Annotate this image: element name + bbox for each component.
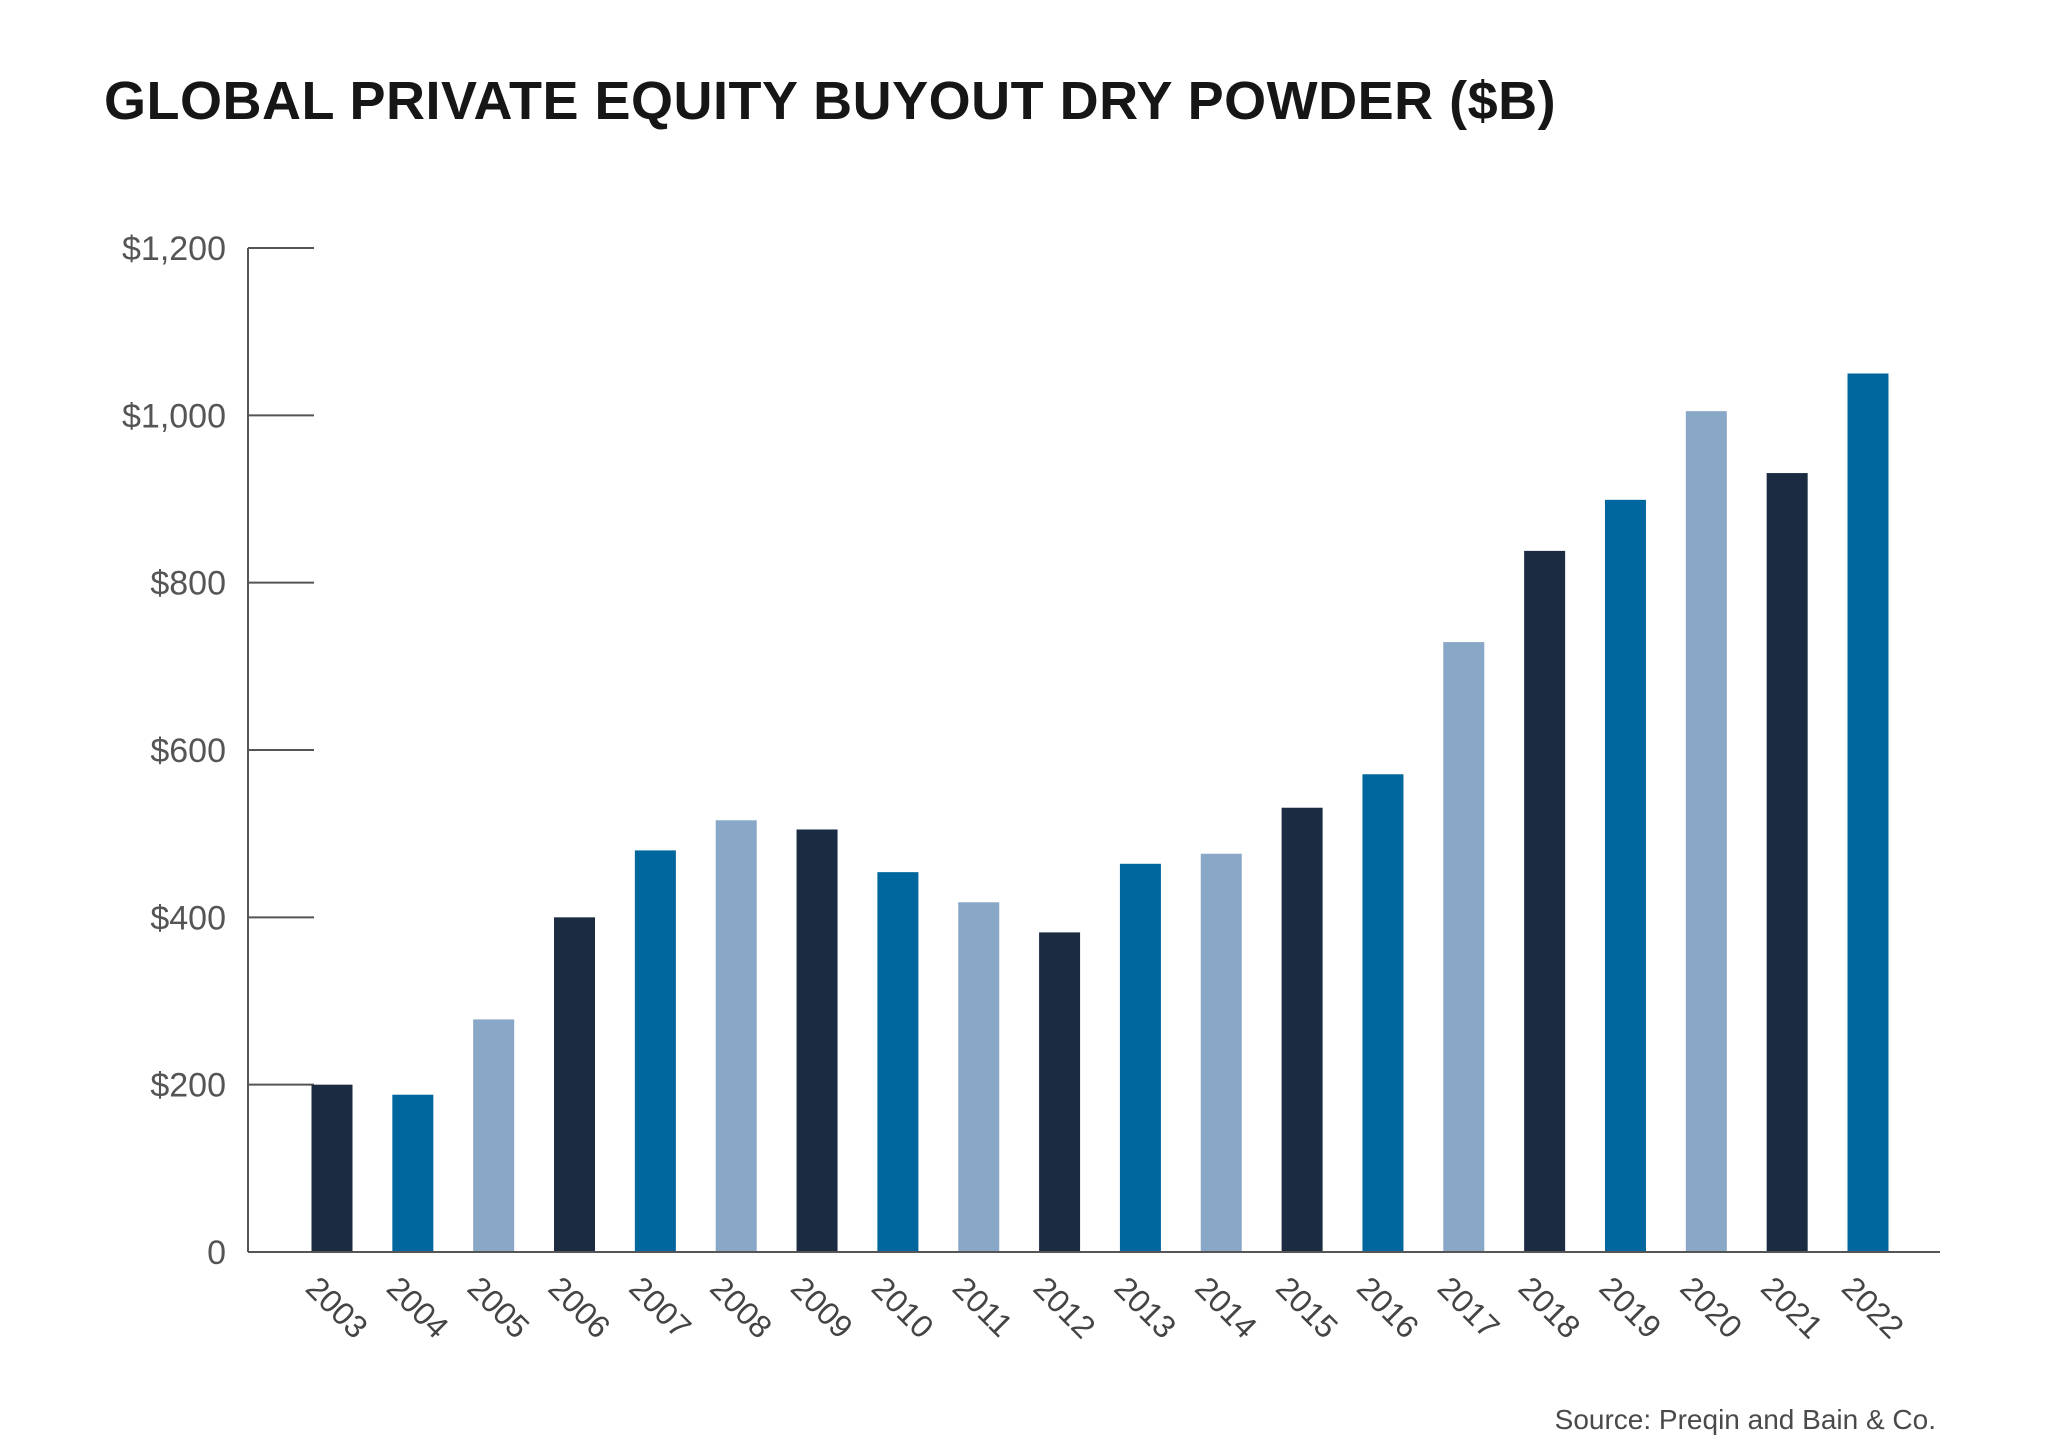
x-tick-label: 2014 <box>1188 1269 1264 1345</box>
bar-2008 <box>715 820 757 1252</box>
x-tick-label: 2006 <box>542 1269 618 1345</box>
x-tick-label: 2005 <box>461 1269 537 1345</box>
bar-2005 <box>473 1019 515 1252</box>
bar-2007 <box>634 850 676 1252</box>
bar-2010 <box>877 872 919 1252</box>
x-tick-label: 2020 <box>1673 1269 1749 1345</box>
x-tick-label: 2013 <box>1107 1269 1183 1345</box>
bar-2012 <box>1039 932 1081 1252</box>
bar-2003 <box>311 1084 353 1252</box>
y-axis: 0 $200 $400 $600 $800 $1,000 $1,200 <box>122 230 314 1272</box>
chart-title: GLOBAL PRIVATE EQUITY BUYOUT DRY POWDER … <box>104 71 1557 131</box>
x-tick-label: 2007 <box>622 1269 698 1345</box>
bar-2016 <box>1362 774 1404 1252</box>
x-tick-label: 2010 <box>865 1269 941 1345</box>
x-tick-label: 2018 <box>1512 1269 1588 1345</box>
x-tick-label: 2022 <box>1835 1269 1911 1345</box>
x-tick-label: 2003 <box>299 1269 375 1345</box>
bar-2015 <box>1281 807 1323 1252</box>
x-tick-label: 2011 <box>946 1269 1020 1343</box>
bar-2011 <box>958 902 1000 1252</box>
x-tick-label: 2016 <box>1350 1269 1426 1345</box>
y-tick-label: 0 <box>207 1234 226 1272</box>
x-tick-label: 2021 <box>1754 1269 1830 1345</box>
y-tick-label: $600 <box>150 732 226 770</box>
x-tick-label: 2019 <box>1593 1269 1669 1345</box>
bar-2019 <box>1604 499 1646 1252</box>
y-tick-label: $1,200 <box>122 230 226 268</box>
bars <box>311 373 1889 1252</box>
bar-2004 <box>392 1094 434 1252</box>
bar-2021 <box>1766 473 1808 1252</box>
x-tick-label: 2009 <box>784 1269 860 1345</box>
x-tick-label: 2008 <box>703 1269 779 1345</box>
bar-2014 <box>1200 853 1242 1252</box>
bar-2017 <box>1443 642 1485 1252</box>
x-tick-label: 2017 <box>1431 1269 1507 1345</box>
x-tick-label: 2015 <box>1269 1269 1345 1345</box>
bar-2013 <box>1119 863 1161 1252</box>
y-tick-label: $400 <box>150 899 226 937</box>
x-axis: 2003 2004 2005 2006 2007 2008 2009 2010 2011 2012… <box>248 1251 1940 1345</box>
source-note: Source: Preqin and Bain & Co. <box>1554 1404 1936 1435</box>
bar-2006 <box>554 917 596 1252</box>
bar-2020 <box>1685 411 1727 1252</box>
x-tick-label: 2012 <box>1027 1269 1103 1345</box>
bar-2009 <box>796 829 838 1252</box>
bar-2018 <box>1524 550 1566 1252</box>
y-tick-label: $1,000 <box>122 397 226 435</box>
y-tick-label: $800 <box>150 565 226 603</box>
y-tick-label: $200 <box>150 1067 226 1105</box>
x-tick-label: 2004 <box>380 1269 456 1345</box>
bar-2022 <box>1847 373 1889 1252</box>
